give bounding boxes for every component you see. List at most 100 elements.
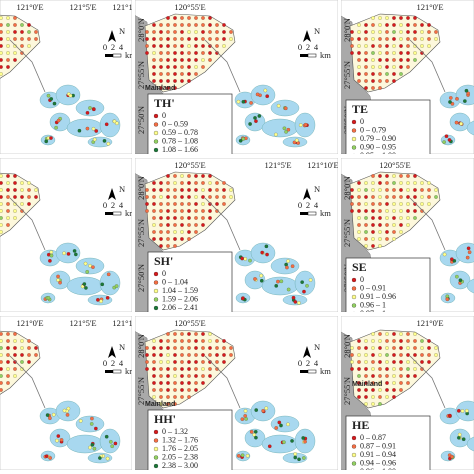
site-dot — [166, 374, 170, 378]
lon-label: 120°55'E — [174, 160, 205, 170]
site-dot — [180, 51, 184, 55]
site-dot — [194, 223, 198, 227]
scale-label: 0 — [103, 358, 107, 368]
site-dot — [252, 432, 257, 437]
site-dot — [173, 223, 177, 227]
site-dot — [350, 30, 354, 34]
site-dot — [392, 195, 396, 199]
legend-label: 0.91 – 0.94 — [360, 450, 396, 459]
site-dot — [286, 127, 291, 132]
lon-label: 121°0'E — [16, 318, 43, 328]
site-dot — [0, 23, 3, 27]
site-dot — [385, 353, 389, 357]
site-dot — [357, 381, 361, 385]
site-dot — [145, 346, 149, 350]
site-dot — [6, 216, 10, 220]
site-dot — [371, 223, 375, 227]
site-dot — [378, 381, 382, 385]
site-dot — [364, 65, 368, 69]
site-dot — [461, 437, 466, 442]
site-dot — [115, 121, 119, 126]
site-dot — [49, 253, 54, 258]
site-dot — [392, 209, 396, 213]
site-dot — [229, 353, 233, 357]
legend-dot — [153, 429, 159, 435]
scale-label: 2 — [306, 42, 310, 52]
site-dot — [215, 360, 219, 364]
site-dot — [173, 30, 177, 34]
lat-label: 27°55'N — [342, 219, 352, 247]
site-dot — [385, 37, 389, 41]
site-dot — [166, 188, 170, 192]
site-dot — [385, 223, 389, 227]
site-dot — [208, 353, 212, 357]
site-dot — [420, 339, 424, 343]
site-dot — [385, 51, 389, 55]
site-dot — [173, 79, 177, 83]
legend-label: 0.78 – 1.08 — [162, 136, 198, 145]
legend-dot — [351, 277, 357, 283]
site-dot — [59, 438, 64, 442]
site-dot — [109, 439, 113, 444]
site-dot — [427, 195, 431, 199]
site-dot — [264, 244, 269, 249]
site-dot — [399, 346, 403, 350]
site-dot — [0, 339, 3, 343]
site-dot — [159, 181, 163, 185]
site-dot — [166, 23, 170, 27]
site-dot — [434, 188, 438, 192]
site-dot — [6, 202, 10, 206]
legend-box — [345, 415, 431, 470]
site-dot — [406, 188, 410, 192]
site-dot — [222, 23, 226, 27]
site-dot — [215, 346, 219, 350]
site-dot — [427, 30, 431, 34]
site-dot — [222, 44, 226, 48]
site-dot — [458, 278, 463, 283]
site-dot — [90, 443, 95, 447]
site-dot — [94, 129, 99, 133]
site-dot — [413, 58, 417, 62]
site-dot — [152, 346, 156, 350]
site-dot — [378, 65, 382, 69]
site-dot — [180, 72, 184, 76]
site-dot — [420, 51, 424, 55]
site-dot — [301, 436, 306, 440]
site-dot — [152, 72, 156, 76]
site-dot — [406, 195, 410, 199]
site-dot — [371, 188, 375, 192]
site-dot — [448, 413, 452, 418]
site-dot — [450, 454, 454, 459]
site-dot — [427, 346, 431, 350]
site-dot — [248, 122, 252, 126]
site-dot — [399, 374, 403, 378]
site-dot — [187, 188, 191, 192]
site-dot — [406, 346, 410, 350]
legend-label: 0 – 0.91 — [360, 283, 386, 292]
site-dot — [350, 360, 354, 364]
site-dot — [48, 259, 52, 263]
north-arrow — [108, 30, 116, 42]
site-dot — [392, 230, 396, 234]
site-dot — [413, 23, 417, 27]
site-dot — [27, 188, 31, 192]
mainland-label: Mainland — [145, 85, 175, 92]
site-dot — [350, 209, 354, 213]
site-dot — [241, 99, 246, 104]
site-dot — [303, 122, 308, 127]
scale-label: 2 — [306, 200, 310, 210]
site-dot — [180, 367, 184, 371]
site-dot — [27, 346, 31, 350]
site-dot — [0, 174, 3, 178]
site-dot — [166, 381, 170, 385]
site-dot — [166, 195, 170, 199]
site-dot — [27, 30, 31, 34]
site-dot — [180, 388, 184, 392]
site-dot — [159, 339, 163, 343]
site-dot — [13, 332, 17, 336]
site-dot — [88, 445, 92, 450]
lon-label: 121°10'E — [112, 2, 143, 12]
site-dot — [201, 216, 205, 220]
site-dot — [420, 360, 424, 364]
